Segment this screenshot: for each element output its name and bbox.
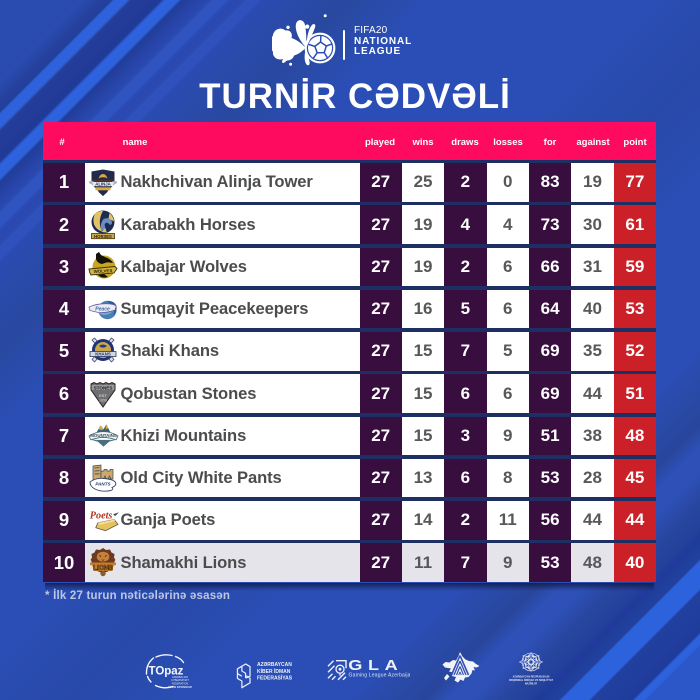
svg-text:MOUNTAINS: MOUNTAINS [90,433,117,438]
svg-text:HORSES: HORSES [94,234,112,239]
svg-text:WOLVES: WOLVES [94,268,113,274]
svg-text:1858: 1858 [99,399,107,403]
svg-text:CYBERSPORT: CYBERSPORT [171,678,189,682]
svg-text:AZƏRBAYCAN: AZƏRBAYCAN [257,662,292,668]
svg-text:LIONS: LIONS [93,565,113,572]
svg-text:MAIN SPONSOR: MAIN SPONSOR [168,685,192,689]
svg-text:Peace: Peace [95,306,110,312]
svg-text:EST: EST [99,393,107,398]
svg-text:STONES: STONES [94,386,113,391]
svg-text:KİBER İDMAN: KİBER İDMAN [257,668,291,675]
svg-text:AZERBAIJAN: AZERBAIJAN [172,675,188,679]
svg-text:PANTS: PANTS [95,481,111,486]
svg-text:TOpaz: TOpaz [149,666,184,678]
svg-text:GLA: GLA [348,657,403,673]
svg-text:ALINJA: ALINJA [95,181,111,186]
svg-text:Gaming League Azerbaijan: Gaming League Azerbaijan [349,673,411,679]
svg-text:NAZİRLİYİ: NAZİRLİYİ [525,683,538,686]
svg-text:FEDERASİYASI: FEDERASİYASI [257,675,292,682]
svg-text:RƏQƏMSAL İNKİŞAF VƏ NƏQLİYYAT: RƏQƏMSAL İNKİŞAF VƏ NƏQLİYYAT [509,679,553,682]
svg-text:AZƏRBAYCAN RESPUBLİKASI: AZƏRBAYCAN RESPUBLİKASI [513,676,550,679]
svg-text:FEDERATION: FEDERATION [172,681,189,685]
svg-text:KHANS: KHANS [95,351,111,356]
svg-text:Poets: Poets [89,510,112,521]
